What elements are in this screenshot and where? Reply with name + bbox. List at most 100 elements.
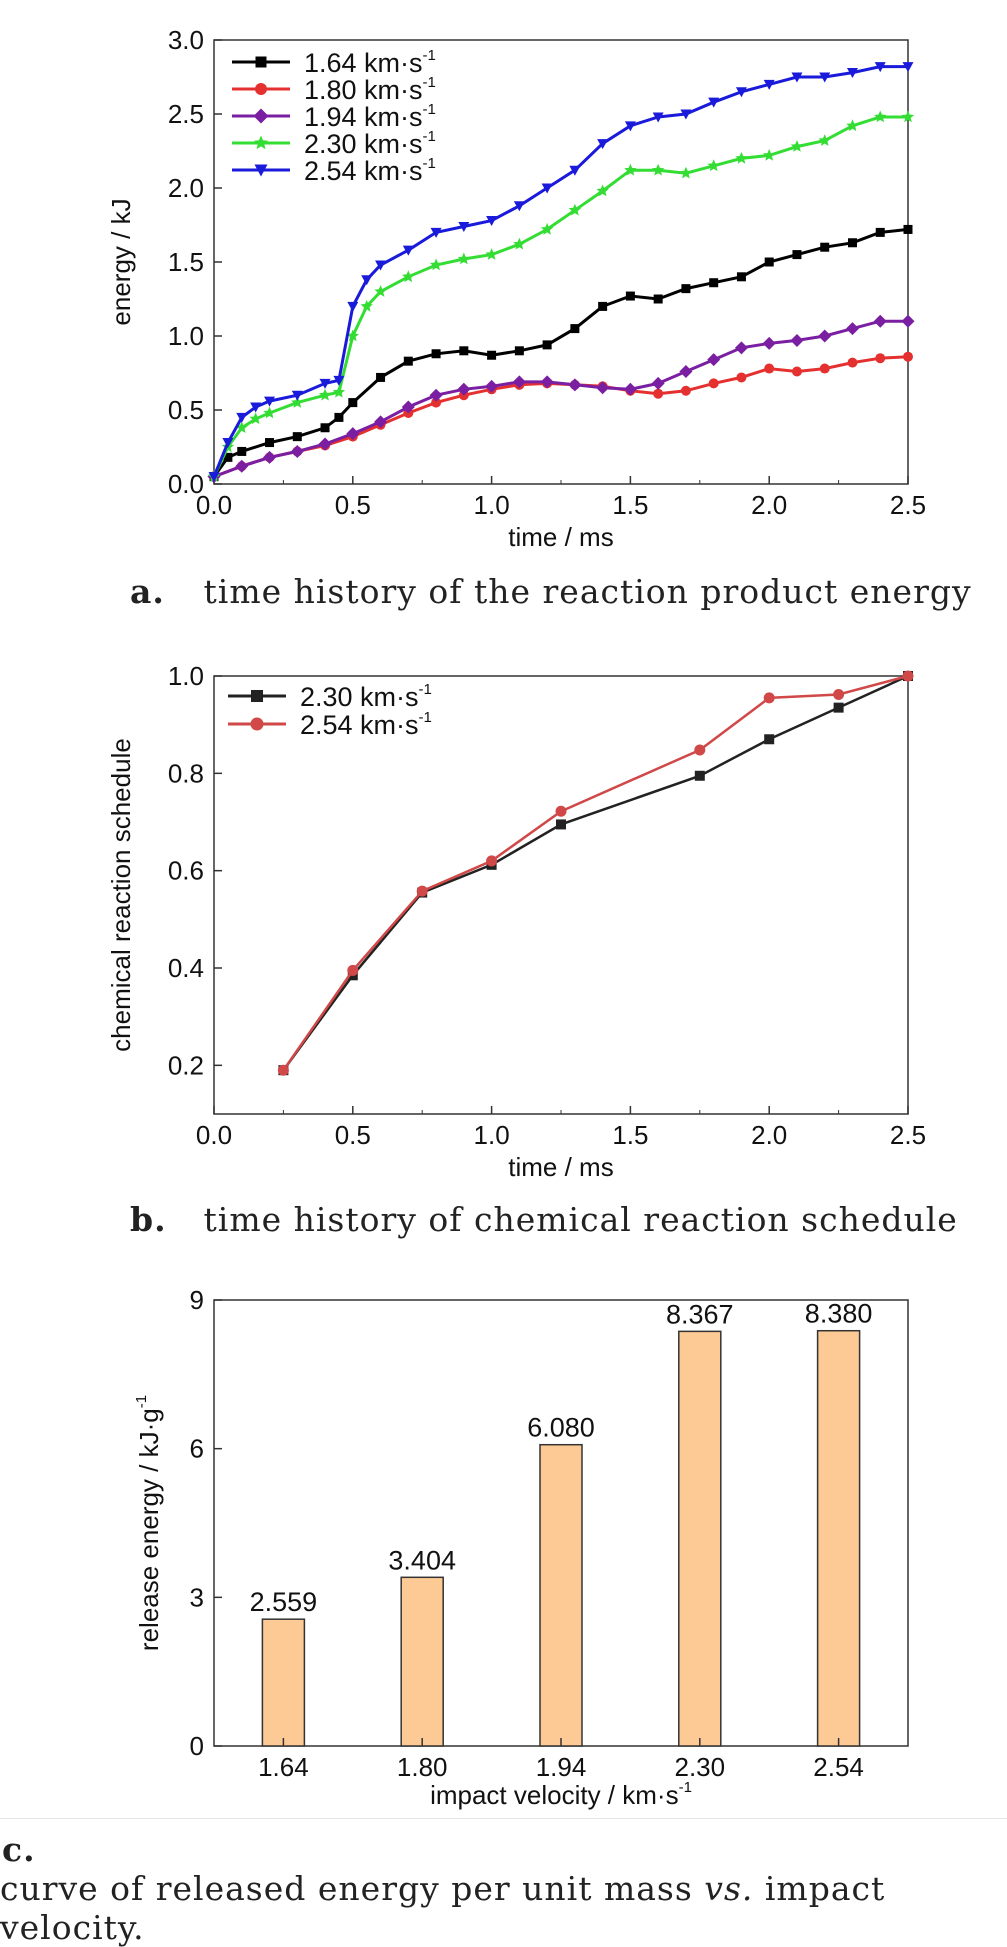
data-point <box>762 336 776 350</box>
legend-label: 2.54 km·s-1 <box>304 155 436 186</box>
data-point <box>235 459 249 473</box>
panel-a: 0.0 0.5 1.0 1.5 2.0 2.5 0.0 0.5 1.0 1.5 2.0 2.5 3.0 t… <box>0 0 1007 560</box>
data-point <box>708 378 719 389</box>
data-point <box>333 375 345 386</box>
data-point <box>542 340 552 350</box>
caption-a: a. time history of the reaction product … <box>0 572 1007 611</box>
data-point <box>486 855 498 867</box>
series-line <box>212 65 908 478</box>
legend-marker <box>253 135 269 150</box>
x-axis-label: time / ms <box>508 1152 613 1182</box>
data-point <box>318 437 332 451</box>
data-point <box>792 250 802 260</box>
data-point <box>346 427 360 441</box>
data-point <box>764 363 775 374</box>
data-point <box>570 324 580 334</box>
data-point <box>790 140 804 152</box>
bar-1.94 <box>539 1443 583 1747</box>
bar-2.54 <box>816 1329 861 1747</box>
legend-label: 1.94 km·s-1 <box>304 101 436 132</box>
data-point <box>791 72 803 83</box>
series-1 <box>209 224 913 482</box>
data-point <box>735 87 747 98</box>
x-tick-label: 1.0 <box>474 490 510 520</box>
caption-c-vs: vs. <box>704 1869 754 1908</box>
data-point <box>348 398 358 408</box>
data-point <box>235 421 248 433</box>
data-point <box>596 184 609 197</box>
data-point <box>208 472 220 483</box>
data-point <box>873 314 887 328</box>
data-point <box>457 382 471 396</box>
bar-2.30 <box>678 1330 722 1747</box>
y-tick-label: 1.0 <box>168 661 204 691</box>
x-tick-label: 0.5 <box>335 490 371 520</box>
data-point <box>846 68 858 79</box>
bar-value-label: 8.380 <box>805 1299 873 1329</box>
data-point <box>568 378 582 392</box>
data-point <box>847 238 857 248</box>
data-point <box>512 375 526 389</box>
data-point <box>376 372 386 382</box>
data-point <box>625 291 635 301</box>
data-point <box>457 252 470 265</box>
y-tick-label: 3 <box>190 1582 204 1612</box>
series-line <box>213 319 908 479</box>
series-4 <box>207 110 915 482</box>
y-tick-label: 0.6 <box>168 856 204 886</box>
x-tick-label: 0.5 <box>335 1120 371 1150</box>
y-tick-label: 0.0 <box>168 469 204 499</box>
data-point <box>429 258 443 271</box>
data-point <box>485 379 499 393</box>
plot-frame <box>213 675 909 1115</box>
data-point <box>819 72 831 83</box>
data-point <box>597 139 609 150</box>
data-point <box>431 349 441 359</box>
energy-line-chart: 0.0 0.5 1.0 1.5 2.0 2.5 0.0 0.5 1.0 1.5 2.0 2.5 3.0 t… <box>106 25 926 552</box>
legend-label: 1.64 km·s-1 <box>304 47 436 78</box>
x-tick-label: 2.30 <box>674 1752 725 1782</box>
legend: 2.30 km·s-12.54 km·s-1 <box>228 681 432 740</box>
series-2 <box>277 670 914 1076</box>
y-axis-label: energy / kJ <box>106 198 136 325</box>
data-point <box>680 385 691 396</box>
data-point <box>334 412 344 422</box>
data-point <box>707 159 720 172</box>
data-point <box>430 227 442 238</box>
data-point <box>652 163 665 176</box>
caption-b-text: time history of chemical reaction schedu… <box>203 1200 958 1239</box>
y-tick-label: 3.0 <box>168 25 204 55</box>
data-point <box>346 329 359 342</box>
data-point <box>763 692 775 704</box>
data-point <box>513 237 526 250</box>
legend-marker <box>250 717 264 731</box>
data-point <box>360 299 373 312</box>
data-point <box>820 242 830 252</box>
data-point <box>598 301 608 311</box>
data-point <box>709 278 719 288</box>
data-point <box>874 110 887 123</box>
data-point <box>541 183 553 194</box>
y-tick-label: 0 <box>190 1731 204 1761</box>
data-point <box>763 148 776 161</box>
y-tick-label: 1.0 <box>168 321 204 351</box>
data-point <box>223 452 233 462</box>
y-axis-label: release energy / kJ·g-1 <box>133 1395 164 1651</box>
data-point <box>708 97 720 108</box>
data-point <box>846 119 859 132</box>
y-tick-label: 1.5 <box>168 247 204 277</box>
data-point <box>624 121 636 132</box>
data-point <box>903 351 913 362</box>
y-tick-label: 2.0 <box>168 173 204 203</box>
y-tick-label: 9 <box>190 1285 204 1315</box>
data-point <box>707 353 721 367</box>
data-point <box>250 402 262 413</box>
data-point <box>347 964 359 976</box>
data-point <box>875 227 885 237</box>
data-point <box>681 284 691 294</box>
data-point <box>485 248 498 260</box>
data-point <box>374 415 388 429</box>
data-point <box>320 423 330 433</box>
legend-label: 2.54 km·s-1 <box>300 709 432 740</box>
